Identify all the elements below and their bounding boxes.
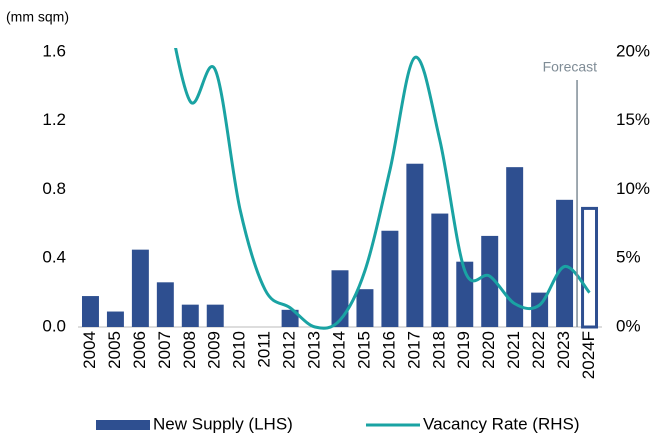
x-tick-label: 2006 [130,331,149,369]
x-tick-label: 2012 [280,331,299,369]
y2-tick-label: 10% [616,179,650,198]
legend-swatch [96,420,150,430]
x-tick-label: 2007 [155,331,174,369]
x-tick-label: 2023 [554,331,573,369]
y2-tick-label: 20% [616,41,650,60]
bar [156,282,174,327]
bar [556,199,574,327]
x-tick-label: 2005 [105,331,124,369]
y-tick-label: 0.8 [42,179,66,198]
y-tick-label: 0.4 [42,248,66,267]
bar [281,309,299,327]
bar [431,213,449,327]
x-tick-label: 2021 [504,331,523,369]
y2-tick-label: 15% [616,110,650,129]
bar [181,304,199,327]
y-tick-label: 0.0 [42,316,66,335]
x-tick-label: 2017 [404,331,423,369]
bar [106,311,124,327]
y2-tick-label: 0% [616,316,641,335]
x-tick-label: 2024F [579,331,598,379]
x-tick-label: 2013 [305,331,324,369]
bar [131,249,149,327]
bar [356,289,374,327]
legend-label: Vacancy Rate (RHS) [423,414,580,433]
bar [506,167,524,327]
x-tick-label: 2015 [354,331,373,369]
bar [206,304,224,327]
x-tick-label: 2010 [230,331,249,369]
x-tick-label: 2004 [80,331,99,369]
x-tick-label: 2022 [529,331,548,369]
x-tick-label: 2014 [329,331,348,369]
x-tick-label: 2016 [379,331,398,369]
x-tick-label: 2019 [454,331,473,369]
bar [381,230,399,327]
bar [481,235,499,327]
bar [81,296,99,327]
y-tick-label: 1.2 [42,110,66,129]
x-tick-label: 2008 [180,331,199,369]
x-tick-label: 2011 [255,331,274,368]
x-tick-label: 2018 [429,331,448,369]
x-tick-label: 2020 [479,331,498,369]
legend-label: New Supply (LHS) [153,414,293,433]
x-tick-label: 2009 [205,331,224,369]
forecast-label: Forecast [543,59,598,75]
bar [406,163,424,327]
y-axis-label: (mm sqm) [6,9,69,25]
y-tick-label: 1.6 [42,41,66,60]
bar [581,206,599,329]
line-group [174,48,591,330]
y2-tick-label: 5% [616,248,641,267]
vacancy-line [174,48,591,330]
